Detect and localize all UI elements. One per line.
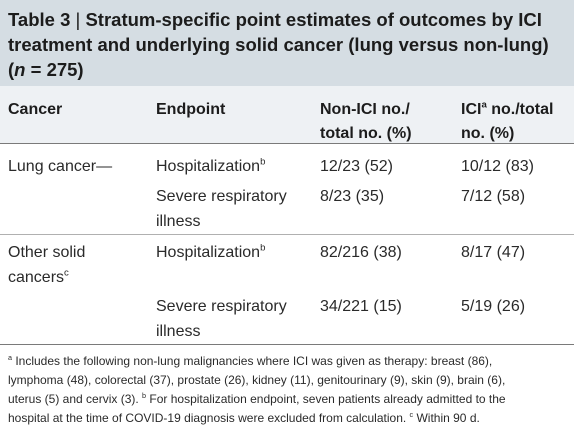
title-n: n (14, 59, 26, 80)
row-3-cancer-line-2: cancersc (8, 265, 85, 290)
row-1-ici: 10/12 (83) (461, 158, 534, 175)
header-ici-line-2: no. (%) (461, 125, 515, 142)
row-4-non-ici: 34/221 (15) (320, 298, 402, 315)
footnote-text-3b: For hospitalization endpoint, seven pati… (146, 392, 506, 406)
title-line-1: Table 3 | Stratum-specific point estimat… (8, 7, 566, 32)
footnote-sup-b: b (142, 391, 147, 400)
table-footnotes: a Includes the following non-lung malign… (8, 352, 568, 428)
header-ici-sup: a (481, 99, 487, 111)
title-separator: | (75, 9, 81, 30)
row-3-cancer: Other solid cancersc (8, 240, 85, 290)
header-endpoint: Endpoint (156, 101, 226, 118)
title-line-2: treatment and underlying solid cancer (l… (8, 34, 549, 55)
header-non-ici: Non-ICI no./ total no. (%) (320, 98, 412, 146)
row-4-endpoint-line-1: Severe respiratory (156, 298, 287, 315)
title-text-1: Stratum-specific point estimates of outc… (85, 9, 542, 30)
row-3-non-ici: 82/216 (38) (320, 244, 402, 261)
row-2-non-ici: 8/23 (35) (320, 188, 385, 205)
row-3-endpoint: Hospitalizationb (156, 240, 265, 265)
header-non-ici-line-1: Non-ICI no./ (320, 101, 410, 118)
footnote-sup-c: c (409, 410, 414, 419)
footnote-text-1: Includes the following non-lung malignan… (12, 354, 493, 368)
row-4-endpoint-line-2: illness (156, 323, 201, 340)
row-4-endpoint: Severe respiratory illness (156, 294, 287, 344)
table-title: Table 3 | Stratum-specific point estimat… (0, 0, 574, 86)
footnote-text-4b: Within 90 d. (413, 411, 480, 425)
title-n-value: = 275) (25, 59, 84, 80)
header-ici: ICIa no./total no. (%) (461, 98, 553, 146)
footnote-sup-a: a (8, 353, 12, 362)
row-3-cancer-line-1: Other solid (8, 244, 86, 261)
table-number: Table 3 (8, 9, 71, 30)
row-2-ici: 7/12 (58) (461, 188, 526, 205)
header-ici-prefix: ICI (461, 101, 482, 118)
footnote-line-1: a Includes the following non-lung malign… (8, 352, 568, 371)
row-2-endpoint-line-2: illness (156, 213, 201, 230)
row-1-endpoint: Hospitalizationb (156, 154, 265, 179)
footnote-line-2: lymphoma (48), colorectal (37), prostate… (8, 373, 506, 387)
row-1-non-ici: 12/23 (52) (320, 158, 393, 175)
row-1-cancer: Lung cancer— (8, 158, 113, 175)
header-non-ici-line-2: total no. (%) (320, 125, 412, 142)
row-3-cancer-sup: c (64, 267, 69, 279)
title-line-3: (n = 275) (8, 57, 566, 82)
footnote-text-3a: uterus (5) and cervix (3). (8, 392, 143, 406)
title-paren: ( (8, 59, 15, 80)
table-header-row: Cancer Endpoint Non-ICI no./ total no. (… (0, 86, 574, 144)
footnote-text-4a: hospital at the time of COVID-19 diagnos… (8, 411, 410, 425)
table-bottom-rule (0, 344, 574, 345)
row-separator (0, 234, 574, 235)
row-3-endpoint-text: Hospitalization (156, 244, 261, 261)
row-3-ici: 8/17 (47) (461, 244, 526, 261)
header-ici-line-1: ICIa no./total (461, 98, 553, 122)
header-cancer: Cancer (8, 101, 63, 118)
row-2-endpoint-line-1: Severe respiratory (156, 188, 287, 205)
row-1-endpoint-text: Hospitalization (156, 158, 261, 175)
footnote-line-3: uterus (5) and cervix (3). b For hospita… (8, 390, 568, 409)
row-1-endpoint-sup: b (260, 156, 266, 168)
row-3-endpoint-sup: b (260, 242, 266, 254)
row-2-endpoint: Severe respiratory illness (156, 184, 287, 234)
header-ici-rest: no./total (486, 101, 554, 118)
row-3-cancer-text: cancers (8, 269, 65, 286)
footnote-line-4: hospital at the time of COVID-19 diagnos… (8, 409, 568, 428)
row-4-ici: 5/19 (26) (461, 298, 526, 315)
